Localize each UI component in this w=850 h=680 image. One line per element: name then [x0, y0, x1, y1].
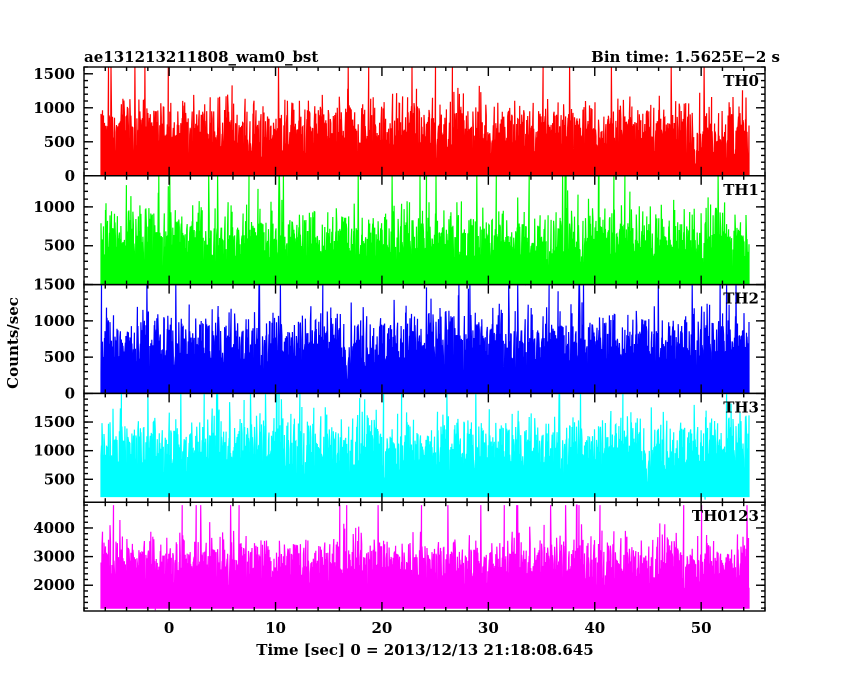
panel-th1: 0 500 1000 TH1	[33, 175, 766, 294]
bin-time-label: Bin time: 1.5625E−2 s	[591, 48, 780, 66]
x-axis-label: Time [sec] 0 = 2013/12/13 21:18:08.645	[256, 641, 593, 659]
x-tick-label: 10	[265, 619, 286, 637]
x-axis: 0 10 20 30 40 50	[164, 619, 712, 637]
series-label: TH3	[723, 398, 759, 416]
series-label: TH0123	[692, 507, 759, 525]
x-tick-label: 30	[478, 619, 499, 637]
series-label: TH0	[723, 72, 759, 90]
series-label: TH2	[723, 290, 759, 308]
x-tick-label: 0	[164, 619, 174, 637]
y-axis-label: Counts/sec	[4, 297, 22, 389]
y-tick-label: 4000	[33, 519, 75, 537]
y-tick-label: 1000	[33, 442, 75, 460]
panel-th0123: 2000 3000 4000 TH0123	[33, 501, 766, 612]
series-trace-th0123	[100, 504, 750, 611]
series-trace-th2	[100, 284, 750, 395]
x-tick-label: 20	[372, 619, 393, 637]
chart-title: ae131213211808_wam0_bst	[84, 48, 318, 66]
y-tick-label: 500	[44, 237, 75, 255]
panels: 0 500 1000 1500 TH0 0 500 1000 TH1 0 500 1000 1500 TH…	[33, 65, 766, 612]
y-tick-label: 1500	[33, 276, 75, 294]
y-tick-label: 0	[65, 384, 75, 402]
panel-th3: 500 1000 1500 TH3	[33, 392, 766, 503]
series-label: TH1	[723, 181, 759, 199]
x-tick-label: 40	[584, 619, 605, 637]
y-tick-label: 1000	[33, 99, 75, 117]
y-tick-label: 1000	[33, 198, 75, 216]
series-trace-th1	[100, 175, 750, 286]
y-tick-label: 2000	[33, 576, 75, 594]
panel-th0: 0 500 1000 1500 TH0	[33, 65, 766, 185]
panel-th2: 0 500 1000 1500 TH2	[33, 276, 766, 402]
y-tick-label: 1000	[33, 312, 75, 330]
series-trace-th3	[100, 392, 750, 500]
x-tick-label: 50	[691, 619, 712, 637]
series-trace-th0	[100, 66, 750, 177]
y-tick-label: 500	[44, 470, 75, 488]
y-tick-label: 0	[65, 167, 75, 185]
y-tick-label: 1500	[33, 413, 75, 431]
y-tick-label: 500	[44, 348, 75, 366]
y-tick-label: 500	[44, 133, 75, 151]
y-tick-label: 0	[65, 276, 75, 294]
y-tick-label: 1500	[33, 65, 75, 83]
y-tick-label: 3000	[33, 548, 75, 566]
